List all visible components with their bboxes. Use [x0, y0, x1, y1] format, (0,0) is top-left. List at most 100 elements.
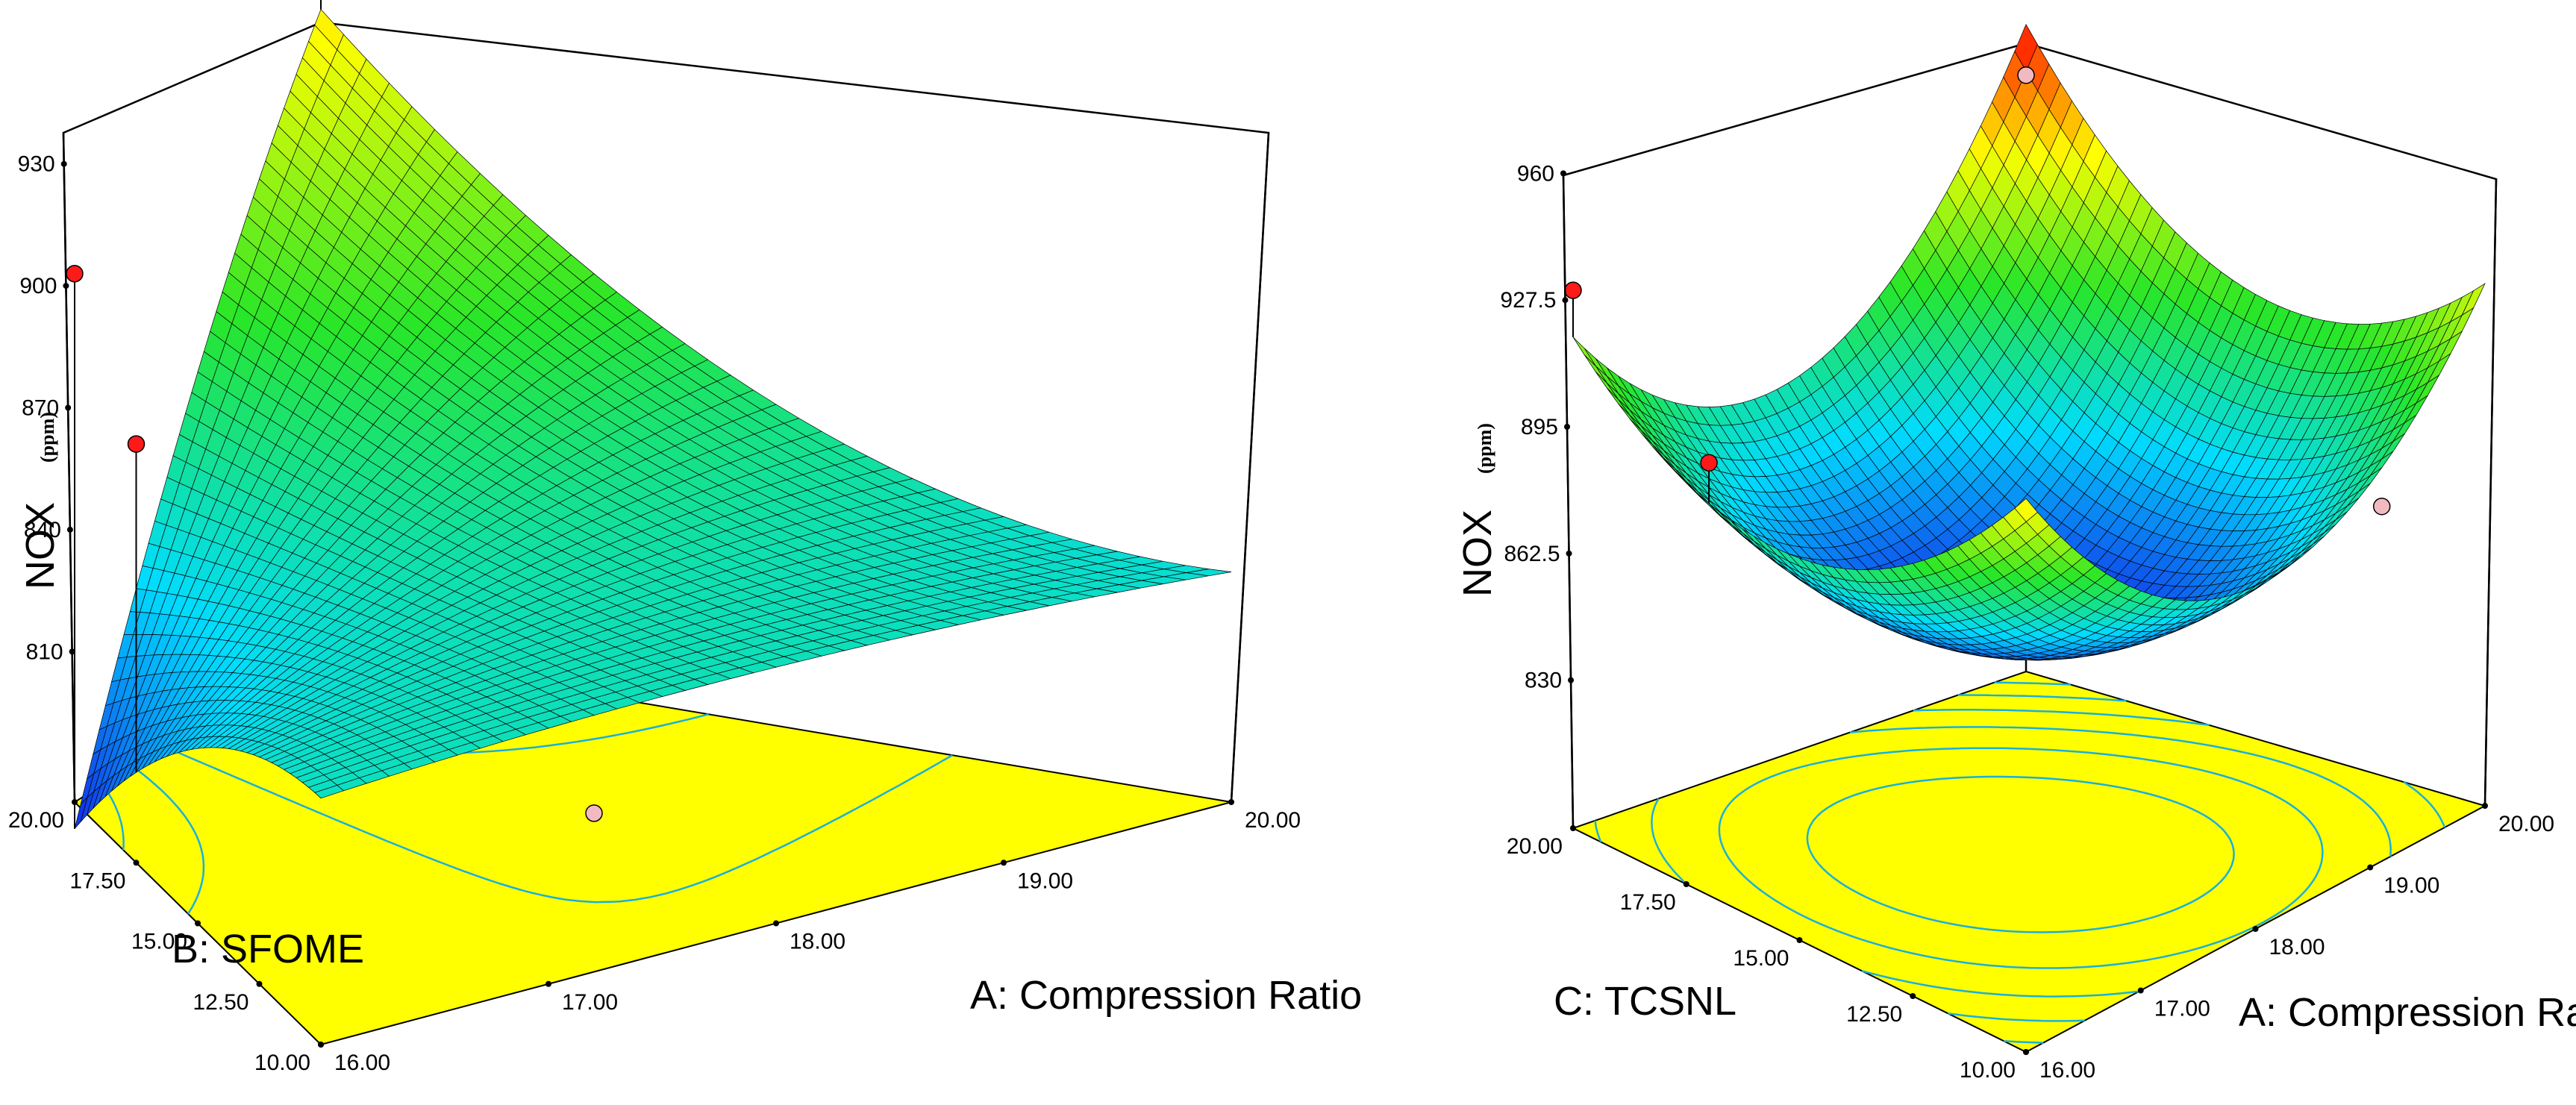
y-tick-label: 15.00 [131, 930, 187, 954]
contour-line [131, 765, 205, 915]
response-surface [74, 8, 1232, 830]
y-tick-label: 17.50 [1620, 890, 1676, 915]
y-tick-label: 12.50 [193, 990, 248, 1015]
x-tick-label: 18.00 [790, 930, 845, 954]
response-surface [1572, 24, 2486, 661]
contour-line [1957, 694, 2127, 1044]
front-frame [1562, 175, 2498, 829]
z-tick-mark [63, 283, 69, 289]
x-tick-label: 20.00 [1245, 808, 1301, 833]
y-tick-label: 10.00 [1960, 1058, 2016, 1083]
x-axis-label: A: Compression Ratio [970, 973, 1362, 1018]
y-axis-label: C: TCSNL [1554, 979, 1736, 1024]
y-tick-mark [256, 980, 263, 987]
y-tick-label: 10.00 [254, 1051, 310, 1075]
contour-line [1718, 747, 2324, 969]
contour-line [1651, 726, 2392, 998]
box-left-vertical [1562, 175, 1575, 829]
z-tick-mark [60, 160, 67, 167]
z-axis-unit: (ppm) [37, 412, 58, 463]
surface-cell [1572, 336, 1596, 366]
z-axis-unit: (ppm) [1474, 423, 1495, 474]
z-tick-mark [65, 404, 72, 411]
chart-nox-vs-compression-tcsnl: 830 862.5 895 927.5 960 16.00 17.00 18.00 19.00… [1455, 24, 2576, 1083]
x-axis-label: A: Compression Ratio [2239, 990, 2576, 1035]
z-tick-label: 830 [1525, 669, 1562, 693]
y-tick-label: 20.00 [1507, 834, 1563, 859]
y-tick-mark [72, 799, 78, 805]
z-tick-mark [1560, 170, 1566, 177]
x-tick-label: 17.00 [562, 990, 618, 1015]
y-tick-mark [1796, 937, 1803, 943]
chart-nox-vs-compression-sfome: 810 840 870 900 930 16.00 17.00 18.00 19.00 20.0… [8, 0, 1362, 1075]
y-tick-label: 12.50 [1846, 1002, 1902, 1027]
box-right-vertical [1230, 132, 1270, 803]
surface-cell [2014, 498, 2038, 522]
z-tick-label: 870 [22, 396, 59, 421]
z-axis-ticks: 830 862.5 895 927.5 960 [1500, 161, 1575, 693]
z-axis-label: NOX [18, 502, 63, 589]
design-point [1564, 281, 1582, 299]
y-tick-mark [2023, 1049, 2029, 1055]
design-points [66, 0, 603, 829]
design-point [2372, 497, 2391, 516]
contour-line [1994, 681, 2071, 686]
x-tick-label: 18.00 [2269, 935, 2325, 960]
y-tick-mark [1683, 881, 1689, 887]
y-tick-mark [195, 920, 201, 927]
x-tick-label: 16.00 [334, 1051, 390, 1075]
z-tick-mark [69, 648, 75, 655]
x-tick-mark [545, 980, 551, 987]
y-tick-mark [1570, 825, 1576, 831]
design-point [127, 435, 146, 453]
x-tick-mark [2367, 864, 2374, 871]
contour-plane [1571, 670, 2487, 1054]
y-tick-label: 17.50 [69, 868, 125, 893]
x-tick-mark [1228, 799, 1234, 805]
contour-line [1806, 775, 2235, 933]
x-tick-label: 16.00 [2039, 1058, 2095, 1083]
y-axis-ticks: 10.00 12.50 15.00 17.50 20.00 [1507, 825, 2029, 1083]
design-points [1564, 66, 2391, 516]
x-tick-label: 17.00 [2154, 997, 2210, 1021]
x-tick-mark [1001, 860, 1007, 866]
x-tick-mark [2137, 987, 2144, 994]
z-tick-label: 810 [26, 639, 63, 664]
z-tick-mark [66, 526, 73, 533]
z-axis-label: NOX [1455, 510, 1500, 597]
x-tick-label: 19.00 [2383, 874, 2439, 898]
y-tick-label: 20.00 [8, 808, 64, 833]
box-left-vertical [62, 132, 76, 803]
surface-cell [314, 785, 345, 799]
z-tick-mark [1566, 550, 1572, 557]
z-tick-label: 960 [1517, 161, 1554, 186]
y-axis-label: B: SFOME [172, 927, 364, 971]
y-tick-mark [318, 1042, 324, 1048]
x-tick-label: 20.00 [2498, 812, 2554, 836]
x-tick-mark [2482, 803, 2488, 809]
z-tick-label: 927.5 [1500, 288, 1556, 313]
y-tick-mark [1910, 993, 1916, 999]
x-axis-ticks: 16.00 17.00 18.00 19.00 20.00 [318, 799, 1301, 1075]
contour-line [163, 745, 953, 904]
z-tick-label: 862.5 [1504, 542, 1560, 566]
design-point [2017, 66, 2035, 84]
y-tick-label: 15.00 [1733, 946, 1789, 971]
z-tick-label: 930 [18, 152, 55, 177]
y-tick-mark [133, 860, 140, 866]
z-tick-label: 895 [1521, 415, 1558, 439]
z-axis-ticks: 810 840 870 900 930 [18, 152, 75, 664]
x-axis-ticks: 16.00 17.00 18.00 19.00 20.00 [2023, 803, 2554, 1083]
y-axis-ticks: 10.00 12.50 15.00 17.50 20.00 [8, 799, 324, 1075]
box-right-vertical [2483, 178, 2498, 807]
front-frame [62, 132, 1270, 803]
x-tick-mark [773, 920, 779, 927]
design-point [66, 265, 84, 283]
design-point [1700, 454, 1718, 472]
design-point [585, 804, 603, 822]
z-tick-label: 840 [24, 518, 61, 542]
x-tick-label: 19.00 [1017, 868, 1073, 893]
x-tick-mark [2252, 926, 2259, 932]
contour-line [1594, 709, 2446, 1022]
